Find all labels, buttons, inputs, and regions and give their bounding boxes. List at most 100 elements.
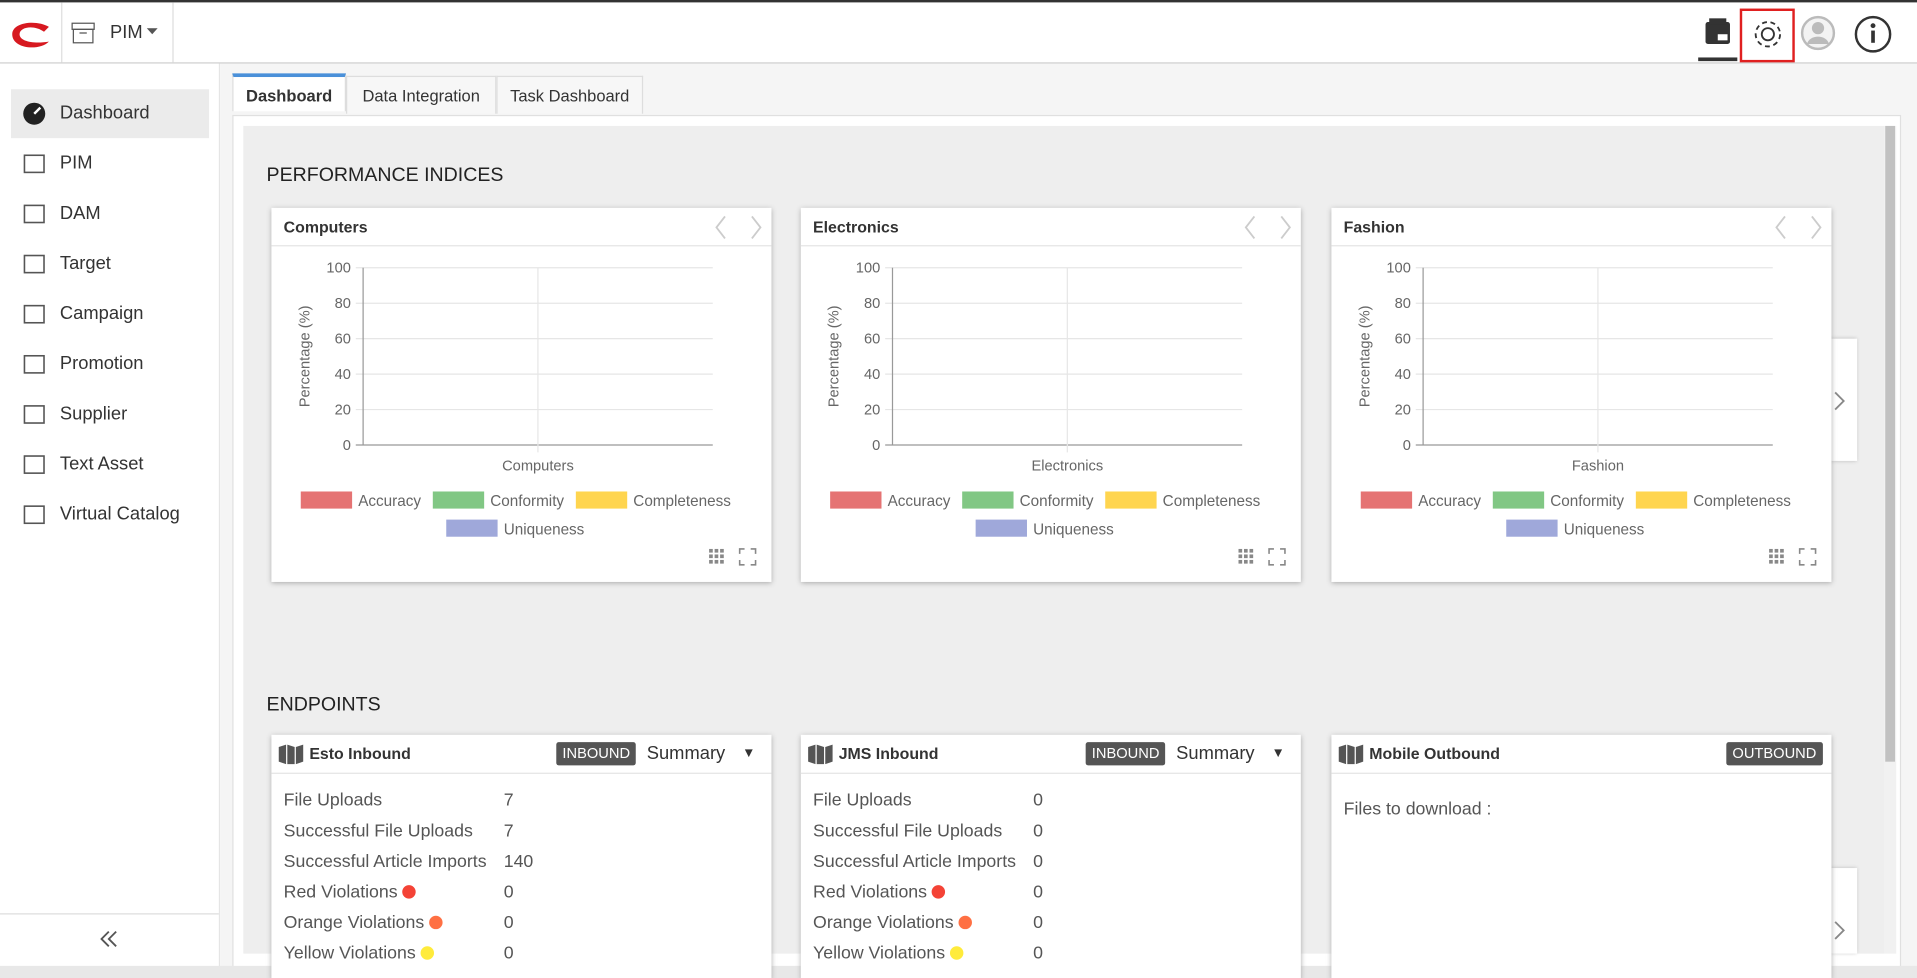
status-dot xyxy=(931,885,946,899)
badge: INBOUND xyxy=(1085,742,1166,766)
prev-arrow xyxy=(715,215,726,239)
legend-label: Completeness xyxy=(1693,493,1791,510)
menu-item[interactable]: Campaign xyxy=(59,303,144,324)
row-label: Yellow Violations xyxy=(284,944,435,963)
legend-swatch xyxy=(1492,491,1545,509)
active-indicator xyxy=(1698,57,1738,62)
row-label: Orange Violations xyxy=(284,913,443,933)
card-header-line xyxy=(800,772,1301,774)
tab[interactable]: Data Integration xyxy=(345,75,497,114)
menu-item[interactable]: Promotion xyxy=(59,353,144,375)
logo[interactable] xyxy=(7,17,53,51)
status-dot xyxy=(402,885,416,899)
icon-shape xyxy=(278,744,304,765)
icon-dot xyxy=(1243,548,1248,553)
icon-dot xyxy=(709,559,713,564)
row-label: Successful Article Imports xyxy=(813,852,1016,872)
row-label: File Uploads xyxy=(813,791,912,811)
settings-icon[interactable] xyxy=(1751,17,1785,51)
legend-swatch xyxy=(432,491,485,509)
summary-select[interactable]: Summary xyxy=(1176,743,1255,765)
icon-shape xyxy=(1268,548,1286,566)
row-value: 0 xyxy=(1033,943,1043,964)
top-bar xyxy=(0,2,1917,64)
x-tick-label: Fashion xyxy=(1572,459,1624,475)
icon-dot xyxy=(1774,548,1779,553)
menu-icon xyxy=(23,455,45,474)
icon-dot xyxy=(714,548,719,553)
legend-swatch xyxy=(1635,491,1688,509)
row-value: 7 xyxy=(503,791,514,811)
menu-item[interactable]: Virtual Catalog xyxy=(59,503,180,525)
inbox-icon[interactable] xyxy=(1703,17,1732,46)
icon-dot xyxy=(1780,548,1784,553)
endpoint-card xyxy=(271,734,772,978)
row-value: 140 xyxy=(503,852,534,872)
select-caret[interactable]: ▼ xyxy=(1271,745,1285,761)
chart-card xyxy=(1331,207,1832,582)
menu-item[interactable]: Target xyxy=(59,253,111,274)
status-dot xyxy=(958,915,972,930)
icon-shape xyxy=(1798,548,1817,566)
menu-item[interactable]: Dashboard xyxy=(59,102,150,124)
sidebar xyxy=(0,63,221,978)
icon-shape xyxy=(33,106,42,115)
status-dot xyxy=(429,915,443,930)
app-name[interactable]: PIM xyxy=(110,22,143,43)
row-label: Yellow Violations xyxy=(813,944,964,963)
collapse-button[interactable] xyxy=(100,930,120,947)
icon-dot xyxy=(1238,559,1243,564)
select-caret[interactable]: ▼ xyxy=(742,745,756,761)
scroll-thumb[interactable] xyxy=(1885,125,1896,762)
icon-dot xyxy=(1249,559,1254,564)
x-tick-label: Electronics xyxy=(1031,459,1103,475)
pim-icon xyxy=(71,22,95,44)
y-tick-label: 20 xyxy=(1395,402,1411,418)
endpoint-icon xyxy=(808,744,833,765)
y-axis-label: Percentage (%) xyxy=(1357,305,1373,407)
prev-arrow xyxy=(1244,215,1256,239)
menu-item[interactable]: Supplier xyxy=(59,403,128,425)
summary-select[interactable]: Summary xyxy=(646,743,726,765)
menu-item[interactable]: Text Asset xyxy=(59,453,144,475)
icon-dot xyxy=(1243,554,1248,559)
icon-dot xyxy=(709,554,713,559)
icon-dot xyxy=(1774,559,1779,564)
legend-label: Accuracy xyxy=(1418,493,1481,510)
endpoint-title: Mobile Outbound xyxy=(1369,744,1500,763)
icon-dot xyxy=(1238,554,1243,559)
info-icon[interactable] xyxy=(1853,15,1892,54)
tab[interactable]: Dashboard xyxy=(232,73,346,112)
menu-icon xyxy=(23,505,45,525)
card-header-line xyxy=(271,772,772,774)
user-icon[interactable] xyxy=(1800,15,1837,52)
chart: 0 20 40 60 80 100 Percentage (%) Electronics Acc… xyxy=(800,215,1301,566)
legend-swatch xyxy=(300,491,353,509)
icon-shape xyxy=(1338,744,1364,765)
section-title: PERFORMANCE INDICES xyxy=(266,165,504,186)
next-arrow xyxy=(1280,215,1292,239)
tab[interactable]: Task Dashboard xyxy=(496,75,644,114)
icon-dot xyxy=(1238,548,1243,553)
menu-item[interactable]: PIM xyxy=(59,152,93,174)
menu-item[interactable]: DAM xyxy=(59,202,101,224)
menu-icon xyxy=(23,102,46,125)
y-tick-label: 60 xyxy=(1395,332,1411,348)
legend-label: Completeness xyxy=(633,493,731,510)
next-arrow xyxy=(751,215,762,239)
menu-icon xyxy=(23,304,45,324)
icon-dot xyxy=(1769,548,1773,553)
y-tick-label: 100 xyxy=(1386,261,1410,277)
endpoint-card xyxy=(1331,734,1832,978)
y-tick-label: 0 xyxy=(872,438,880,454)
y-tick-label: 60 xyxy=(335,332,351,348)
y-tick-label: 40 xyxy=(864,367,880,383)
grid-icon xyxy=(1238,548,1254,564)
chart-card xyxy=(800,207,1301,582)
status-dot xyxy=(420,946,435,960)
status-dot xyxy=(949,946,964,960)
module-switch[interactable] xyxy=(61,2,174,63)
row-label: Red Violations xyxy=(813,883,946,902)
x-tick-label: Computers xyxy=(502,459,574,475)
icon-dot xyxy=(1769,554,1773,559)
